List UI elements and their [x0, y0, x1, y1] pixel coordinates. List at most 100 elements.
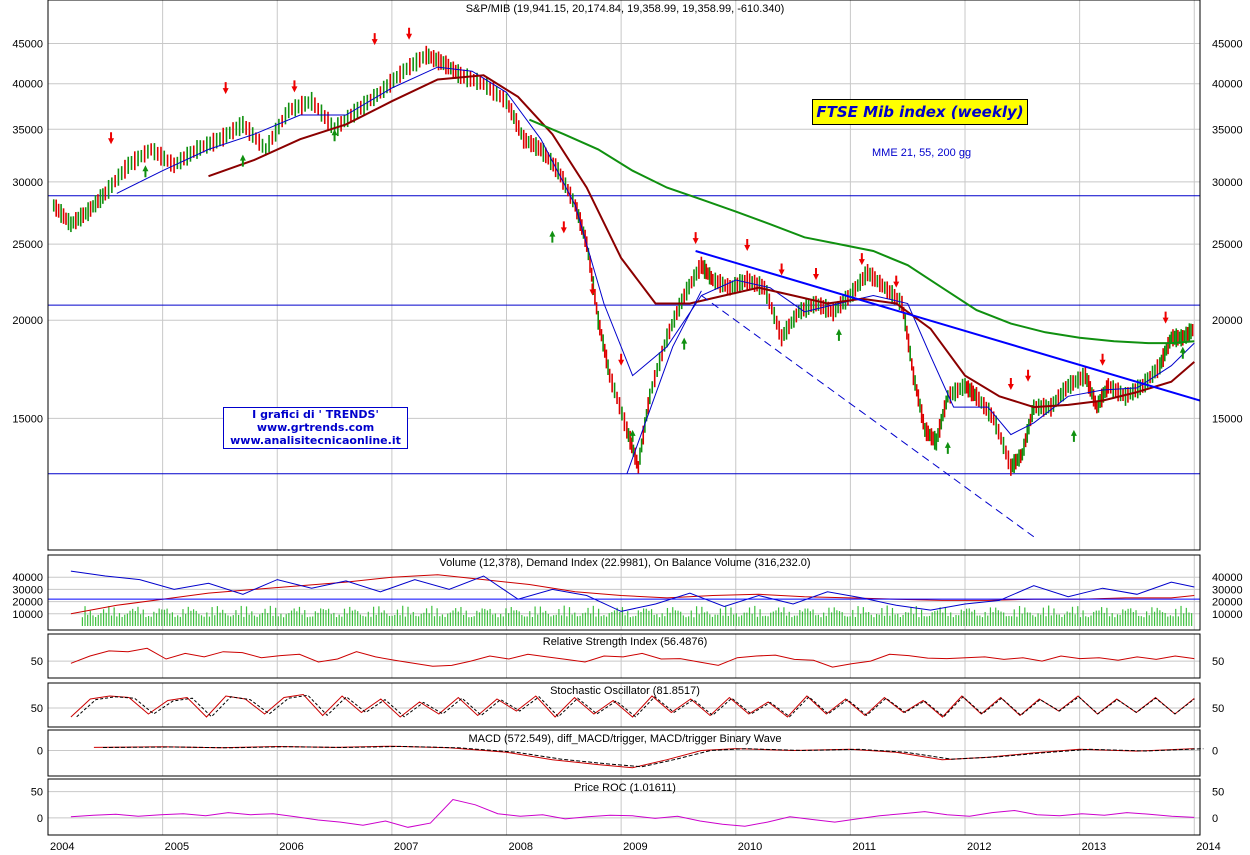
credits-box: I grafici di ' TRENDS' www.grtrends.com … [223, 407, 408, 449]
price-y-tick-left-35000: 35000 [12, 124, 43, 136]
sell-arrow-icon [291, 80, 298, 93]
buy-arrow-icon [239, 154, 246, 167]
x-tick-label-2007: 2007 [394, 841, 418, 853]
price-series-1 [116, 66, 1195, 436]
buy-arrow-icon [331, 129, 338, 142]
sell-arrow-icon [1025, 369, 1032, 382]
panel1-y-tick-right-40000: 40000 [1212, 572, 1243, 584]
x-tick-label-2011: 2011 [852, 841, 876, 853]
buy-arrow-icon [1179, 346, 1186, 359]
roc-panel-title: Price ROC (1.01611) [574, 782, 676, 794]
price-y-tick-left-15000: 15000 [12, 413, 43, 425]
moving-average-note: MME 21, 55, 200 gg [872, 147, 972, 159]
x-tick-label-2013: 2013 [1082, 841, 1106, 853]
sell-arrow-icon [858, 253, 865, 266]
sell-arrow-icon [744, 238, 751, 251]
index-title-box: FTSE Mib index (weekly) [812, 99, 1028, 125]
panel-frame-0 [47, 0, 1201, 551]
buy-arrow-icon [549, 230, 556, 243]
panel-frame-1 [47, 554, 1201, 631]
buy-arrow-icon [629, 429, 636, 442]
sell-arrow-icon [618, 353, 625, 366]
x-tick-label-2005: 2005 [165, 841, 189, 853]
panel1-y-tick-right-30000: 30000 [1212, 584, 1243, 596]
panel-frame-3 [47, 682, 1201, 728]
sell-arrow-icon [778, 263, 785, 276]
price-y-tick-right-25000: 25000 [1212, 239, 1243, 251]
panel2-y-tick-right-50: 50 [1212, 656, 1224, 668]
rsi-line [70, 647, 1195, 668]
panel-titles-layer: S&P/MIB (19,941.15, 20,174.84, 19,358.99… [439, 3, 810, 794]
price-y-tick-right-15000: 15000 [1212, 413, 1243, 425]
panel-frame-5 [47, 778, 1201, 836]
sell-arrow-icon [1162, 311, 1169, 324]
price-series-2 [208, 74, 1195, 409]
price-y-tick-left-45000: 45000 [12, 39, 43, 51]
credits-line-3: www.analisitecnicaonline.it [230, 434, 401, 447]
credits-line-1: I grafici di ' TRENDS' [252, 408, 379, 421]
panel1-y-tick-right-10000: 10000 [1212, 609, 1243, 621]
panel3-y-tick-left-50: 50 [31, 703, 43, 715]
panel5-y-tick-left-0: 0 [37, 813, 43, 825]
macd-trigger-line [102, 745, 1204, 768]
panel5-y-tick-left-50: 50 [31, 787, 43, 799]
x-tick-label-2014: 2014 [1196, 841, 1220, 853]
buy-arrow-icon [835, 328, 842, 341]
x-tick-label-2004: 2004 [50, 841, 74, 853]
sell-arrow-icon [1099, 353, 1106, 366]
panel5-y-tick-right-50: 50 [1212, 787, 1224, 799]
panel1-y-tick-right-20000: 20000 [1212, 597, 1243, 609]
sell-arrow-icon [371, 33, 378, 46]
price-y-tick-left-40000: 40000 [12, 79, 43, 91]
buy-arrow-icon [1070, 429, 1077, 442]
price-y-tick-left-30000: 30000 [12, 177, 43, 189]
buy-arrow-icon [142, 165, 149, 178]
sell-arrow-icon [1007, 377, 1014, 390]
panel1-y-tick-left-40000: 40000 [12, 572, 43, 584]
panel-frame-4 [47, 729, 1201, 777]
panel1-y-tick-left-20000: 20000 [12, 597, 43, 609]
sell-arrow-icon [560, 221, 567, 234]
price-series-4 [695, 250, 1201, 402]
sell-arrow-icon [692, 232, 699, 245]
dashed-trendline [701, 295, 1035, 538]
price-y-tick-right-35000: 35000 [1212, 124, 1243, 136]
x-tick-label-2006: 2006 [279, 841, 303, 853]
panel1-y-tick-left-10000: 10000 [12, 609, 43, 621]
sell-arrow-icon [813, 268, 819, 281]
panel3-y-tick-right-50: 50 [1212, 703, 1224, 715]
buy-arrow-icon [944, 441, 951, 454]
price-series-3 [529, 118, 1195, 345]
price-y-tick-right-45000: 45000 [1212, 39, 1243, 51]
panel1-y-tick-left-30000: 30000 [12, 584, 43, 596]
axes-layer: 2004 2005 2006 2007 2008 2009 2010 2011 2012 2013… [12, 0, 1243, 853]
panel2-y-tick-left-50: 50 [31, 656, 43, 668]
price-y-tick-left-25000: 25000 [12, 239, 43, 251]
stochastic-signal-line [76, 694, 1195, 718]
macd-panel-title: MACD (572.549), diff_MACD/trigger, MACD/… [469, 733, 782, 745]
x-tick-label-2012: 2012 [967, 841, 991, 853]
rsi-panel-title: Relative Strength Index (56.4876) [543, 636, 708, 648]
volume-panel-title: Volume (12,378), Demand Index (22.9981),… [439, 557, 810, 569]
marks-layer [48, 27, 1204, 828]
panel-frame-2 [47, 633, 1201, 679]
price-y-tick-left-20000: 20000 [12, 315, 43, 327]
price-panel-title: S&P/MIB (19,941.15, 20,174.84, 19,358.99… [466, 3, 785, 15]
price-roc-line [70, 798, 1195, 828]
sell-arrow-icon [589, 283, 596, 296]
rebound-line [626, 290, 702, 474]
sell-arrow-icon [222, 82, 229, 95]
credits-line-2: www.grtrends.com [256, 421, 375, 434]
sell-arrow-icon [406, 27, 413, 40]
stochastic-panel-title: Stochastic Oscillator (81.8517) [550, 685, 700, 697]
price-y-tick-right-20000: 20000 [1212, 315, 1243, 327]
price-y-tick-right-30000: 30000 [1212, 177, 1243, 189]
x-tick-label-2009: 2009 [623, 841, 647, 853]
panel4-y-tick-right-0: 0 [1212, 745, 1218, 757]
x-tick-label-2010: 2010 [738, 841, 762, 853]
panel4-y-tick-left-0: 0 [37, 745, 43, 757]
sell-arrow-icon [893, 275, 900, 288]
x-tick-label-2008: 2008 [509, 841, 533, 853]
panel5-y-tick-right-0: 0 [1212, 813, 1218, 825]
